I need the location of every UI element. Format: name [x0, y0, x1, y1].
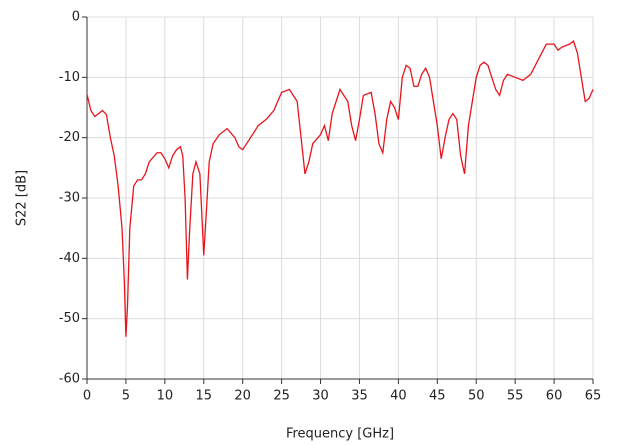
x-tick-label: 15 — [195, 389, 212, 404]
x-tick-label: 5 — [122, 389, 130, 404]
x-axis-label: Frequency [GHz] — [286, 427, 394, 442]
x-tick-label: 20 — [234, 389, 251, 404]
y-tick-label: -20 — [59, 130, 80, 145]
x-tick-label: 60 — [546, 389, 563, 404]
y-tick-label: 0 — [72, 10, 80, 25]
y-tick-label: -40 — [59, 251, 80, 266]
y-tick-label: -30 — [59, 191, 80, 206]
series-line — [86, 40, 594, 337]
x-tick-label: 25 — [273, 389, 290, 404]
y-tick-label: -50 — [59, 311, 80, 326]
x-tick-label: 35 — [351, 389, 368, 404]
y-axis-label: S22 [dB] — [15, 170, 30, 226]
x-tick-label: 40 — [390, 389, 407, 404]
x-tick-label: 45 — [429, 389, 446, 404]
x-tick-label: 10 — [157, 389, 174, 404]
x-tick-label: 0 — [83, 389, 91, 404]
x-tick-label: 55 — [507, 389, 524, 404]
x-tick-label: 30 — [312, 389, 329, 404]
x-tick-label: 65 — [585, 389, 602, 404]
y-tick-label: -10 — [59, 70, 80, 85]
x-tick-label: 50 — [468, 389, 485, 404]
y-tick-label: -60 — [59, 372, 80, 387]
